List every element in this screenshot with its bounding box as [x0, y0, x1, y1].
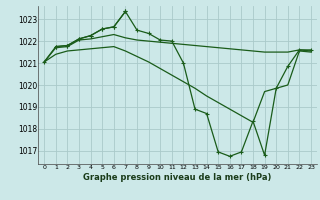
X-axis label: Graphe pression niveau de la mer (hPa): Graphe pression niveau de la mer (hPa): [84, 173, 272, 182]
